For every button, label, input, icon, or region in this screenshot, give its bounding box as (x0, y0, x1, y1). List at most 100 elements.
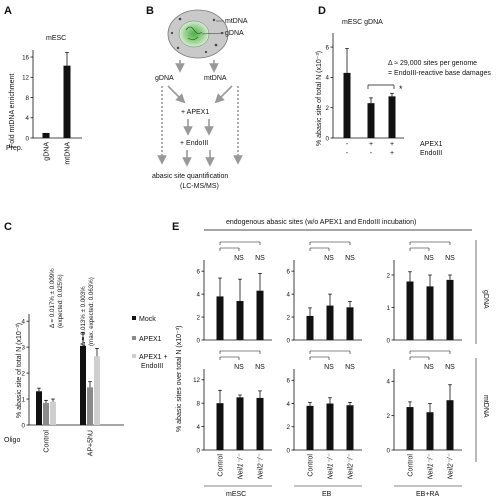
panel-e-mtdna_eb-x-label: Control (308, 454, 315, 477)
panel-a-y-tick-label: 16 (22, 54, 29, 61)
panel-a-y-tick-label: 12 (22, 75, 29, 82)
panel-c-y-tick-label: 1 (22, 396, 26, 403)
label-quantification: abasic site quantification (152, 173, 228, 180)
panel-c-y-tick-label: 3 (22, 344, 26, 351)
panel-d: mESC gDNA % abasic site of total N (x10⁻… (316, 19, 491, 157)
panel-e-gdna_ebra-bar (446, 279, 454, 340)
panel-e-mtdna_ebra-ns-label: NS (424, 364, 434, 371)
label-gdna-cell: gDNA (225, 30, 244, 37)
panel-e-mtdna_mesc-bar (236, 397, 244, 450)
panel-d-bar (367, 103, 375, 138)
panel-a-x-label: gDNA (44, 142, 51, 161)
panel-e-mtdna_ebra-x-label: Neil1⁻/⁻ (428, 453, 435, 480)
panel-e-mtdna_eb-x-label: Neil1⁻/⁻ (328, 453, 335, 480)
panel-e-mtdna_mesc-y-tick-label: 4 (197, 424, 201, 431)
panel-c-y-tick-label: 4 (22, 318, 26, 325)
label-endoiii: + EndoIII (180, 140, 208, 147)
panel-a-x-label: mtDNA (65, 142, 72, 165)
panel-d-sign: - (346, 150, 349, 157)
panel-e-mtdna_eb-bar (306, 405, 314, 450)
panel-e-mtdna_mesc-y-tick-label: 12 (193, 377, 200, 384)
panel-e-mtdna_eb-bar (326, 403, 334, 450)
panel-e-col-eb: EB (322, 491, 332, 498)
panel-b-letter: B (146, 5, 154, 17)
panel-e-mtdna_mesc-ns-label: NS (234, 364, 244, 371)
panel-e-mtdna_ebra-y-tick-label: 0 (387, 447, 391, 454)
label-apex1: + APEX1 (181, 109, 209, 116)
panel-e-mtdna_mesc-x-label: Control (218, 454, 225, 477)
panel-e-gdna_ebra-bar (406, 281, 414, 340)
panel-d-annotation-2: = EndoIII-reactive base damages (388, 70, 491, 77)
panel-e-gdna_eb-ns-label: NS (345, 255, 355, 262)
panel-a-title: mESC (46, 35, 66, 42)
panel-e-gdna_mesc-y-tick-label: 2 (197, 314, 201, 321)
panel-e-gdna_mesc-ns-label: NS (255, 255, 265, 262)
label-lcms: (LC-MS/MS) (180, 183, 219, 190)
panel-c-bar (36, 391, 42, 425)
panel-c-legend: Mock APEX1 APEX1 + EndoIII (132, 316, 168, 370)
panel-c-bar (94, 356, 100, 425)
panel-d-title: mESC gDNA (342, 19, 383, 26)
panel-e-mtdna_ebra-y-tick-label: 2 (387, 413, 391, 420)
panel-a: mESC Fold mtDNA enrichment Prep. 0 4 8 12 16… (6, 35, 82, 165)
panel-c-annotation-2b: (max. expected: 0.063%) (88, 277, 95, 346)
mitochondria-dots (170, 17, 224, 54)
panel-e-mtdna_ebra-bar (406, 407, 414, 450)
panel-e-header: endogenous abasic sites (w/o APEX1 and E… (226, 219, 416, 226)
panel-e-mtdna_eb-ns-label: NS (345, 364, 355, 371)
panel-c: % abasic site of total N (x10⁻³) Oligo Δ… (4, 268, 168, 456)
panel-a-y-tick-label: 0 (26, 135, 30, 142)
label-gdna-branch: gDNA (155, 75, 174, 82)
panel-d-letter: D (318, 5, 326, 17)
panel-c-y-tick-label: 0 (22, 422, 26, 429)
panel-a-y-tick-label: 4 (26, 115, 30, 122)
panel-e-mtdna_mesc-ns-label: NS (255, 364, 265, 371)
panel-e-gdna_eb-y-tick-label: 2 (287, 314, 291, 321)
panel-e-mtdna_mesc-bar (256, 397, 264, 450)
panel-d-y-tick-label: 2 (326, 105, 330, 112)
panel-e-gdna_mesc-bar (256, 290, 264, 340)
panel-e-gdna_ebra-y-tick-label: 1 (387, 305, 391, 312)
panel-e-gdna_ebra-ns-label: NS (445, 255, 455, 262)
panel-c-x-label: Control (44, 430, 51, 453)
panel-d-sign: + (369, 141, 373, 148)
panel-d-bar (388, 96, 396, 138)
panel-c-bar (87, 387, 93, 425)
panel-e-gdna_mesc-bar (236, 301, 244, 340)
panel-e-mtdna_eb-x-label: Neil2⁻/⁻ (348, 453, 355, 480)
label-mtdna-cell: mtDNA (225, 18, 248, 25)
panel-c-chart: 0 1 2 3 4 Control AP+5hU (22, 314, 124, 456)
panel-e-mtdna_eb-y-tick-label: 2 (287, 424, 291, 431)
panel-c-bar (50, 401, 56, 425)
panel-d-row-apex1: APEX1 (420, 141, 443, 148)
panel-d-y-tick-label: 0 (326, 135, 330, 142)
panel-e-mtdna_ebra-x-label: Control (408, 454, 415, 477)
panel-e-mtdna_eb-y-tick-label: 4 (287, 401, 291, 408)
legend-apex1-endo-line2: EndoIII (141, 363, 163, 370)
panel-d-sign: - (370, 150, 373, 157)
panel-c-annotation-2a: Δ = 0.013% ± 0.003% (80, 286, 87, 346)
panel-a-chart: 0 4 8 12 16 gDNA mtDNA (22, 50, 82, 165)
legend-apex1: APEX1 (139, 336, 162, 343)
panel-e-gdna_mesc-ns-label: NS (234, 255, 244, 262)
panel-d-row-endoiii: EndoIII (420, 150, 442, 157)
panel-d-sign: + (390, 150, 394, 157)
panel-e-mtdna_mesc-x-label: Neil1⁻/⁻ (238, 453, 245, 480)
panel-e-gdna_eb-y-tick-label: 0 (287, 337, 291, 344)
panel-e-mtdna_mesc-bar (216, 403, 224, 450)
panel-c-annotation-1b: (expected: 0.025%) (57, 274, 64, 328)
panel-e-mtdna_ebra-y-tick-label: 4 (387, 379, 391, 386)
panel-c-ylabel: % abasic site of total N (x10⁻³) (16, 323, 23, 418)
panel-d-y-tick-label: 4 (326, 75, 330, 82)
panel-d-ylabel: % abasic site of total N (x10⁻³) (316, 51, 323, 146)
panel-e-row-gdna: gDNA (482, 290, 489, 309)
panel-c-y-tick-label: 2 (22, 370, 26, 377)
panel-e-gdna_eb-bar (346, 307, 354, 340)
panel-d-annotation-1: Δ ≈ 29,000 sites per genome (388, 60, 477, 67)
panel-c-x-label: AP+5hU (88, 430, 95, 456)
panel-e-gdna_ebra-y-tick-label: 2 (387, 272, 391, 279)
panel-e-mtdna_ebra-bar (446, 400, 454, 450)
panel-c-bar (80, 345, 86, 425)
